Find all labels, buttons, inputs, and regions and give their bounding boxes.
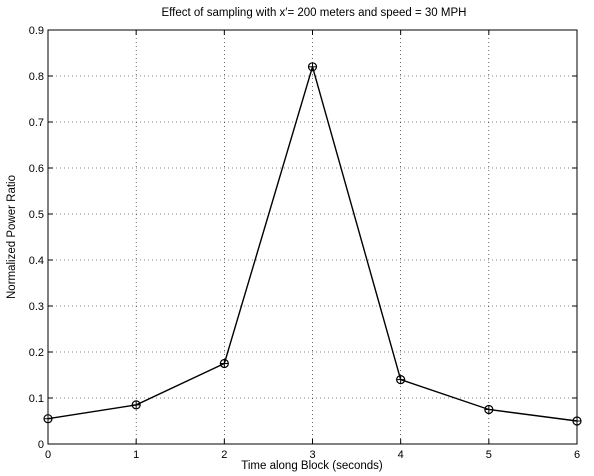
y-tick-label: 0.6 <box>29 163 44 175</box>
data-point-marker <box>396 375 406 385</box>
y-tick-label: 0.2 <box>29 347 44 359</box>
x-tick-label: 6 <box>574 449 580 461</box>
chart-title: Effect of sampling with x′= 200 meters a… <box>162 7 467 19</box>
series-polyline <box>47 64 578 422</box>
x-tick-label: 1 <box>133 449 139 461</box>
data-point-marker <box>131 400 141 410</box>
y-tick-label: 0.5 <box>29 209 44 221</box>
x-tick-label: 4 <box>398 449 404 461</box>
data-point-marker <box>307 62 318 72</box>
y-tick-label: 0.4 <box>29 255 44 267</box>
data-point-marker <box>572 416 582 426</box>
x-tick-label: 5 <box>486 449 492 461</box>
y-tick-label: 0.3 <box>29 301 44 313</box>
x-axis-label: Time along Block (seconds) <box>241 460 383 472</box>
x-tick-label: 0 <box>45 449 51 461</box>
y-tick-label: 0.8 <box>29 71 44 83</box>
series-line <box>43 62 582 426</box>
data-point-marker <box>484 404 494 415</box>
data-point-marker <box>219 358 229 369</box>
plot-area-border <box>47 29 578 445</box>
x-tick-label: 2 <box>221 449 227 461</box>
x-tick-label: 3 <box>309 449 315 461</box>
data-point-marker <box>43 414 53 424</box>
y-axis-label: Normalized Power Ratio <box>6 175 18 299</box>
x-axis: 0 1 2 3 4 5 6 <box>45 30 580 461</box>
grid-lines <box>47 29 578 445</box>
y-axis: 0 0.1 0.2 0.3 0.4 0.5 0.6 0.7 0.8 0.9 <box>29 25 577 451</box>
y-tick-label: 0.7 <box>29 117 44 129</box>
y-tick-label: 0 <box>38 439 44 451</box>
y-tick-label: 0.9 <box>29 25 44 37</box>
y-tick-label: 0.1 <box>29 393 44 405</box>
